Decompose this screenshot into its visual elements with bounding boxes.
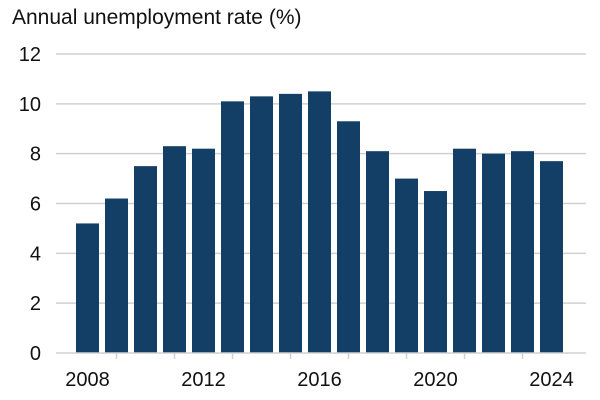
- y-tick-label: 12: [19, 44, 41, 66]
- x-tick-label: 2016: [297, 369, 342, 391]
- bar-2017: [337, 121, 360, 354]
- y-tick-label: 0: [30, 343, 41, 365]
- bar-2015: [279, 93, 302, 353]
- bar-2010: [134, 166, 157, 353]
- y-tick-label: 6: [30, 194, 41, 216]
- x-axis-tick-labels: 2008 2012 2016 2020 2024: [65, 369, 574, 391]
- y-tick-label: 4: [30, 243, 41, 265]
- chart-title: Annual unemployment rate (%): [12, 6, 302, 29]
- bar-2020: [424, 191, 447, 353]
- bar-2024: [540, 161, 563, 353]
- y-tick-label: 2: [30, 293, 41, 315]
- bar-2012: [192, 148, 215, 353]
- y-tick-label: 8: [30, 144, 41, 166]
- bar-2022: [482, 153, 505, 353]
- bars: [76, 91, 563, 354]
- x-tick-label: 2008: [65, 369, 110, 391]
- bar-2019: [395, 178, 418, 353]
- bar-2018: [366, 151, 389, 353]
- bar-2008: [76, 223, 99, 353]
- bar-2009: [105, 198, 128, 353]
- bar-2011: [163, 146, 186, 353]
- x-tick-label: 2020: [413, 369, 458, 391]
- y-tick-label: 10: [19, 94, 41, 116]
- x-tick-label: 2024: [529, 369, 574, 391]
- bar-2023: [511, 151, 534, 353]
- y-axis-tick-labels: 0 2 4 6 8 10 12: [19, 44, 41, 365]
- bar-2014: [250, 96, 273, 353]
- x-tick-label: 2012: [181, 369, 226, 391]
- bar-2016: [308, 91, 331, 353]
- bar-2013: [221, 101, 244, 353]
- bar-2021: [453, 148, 476, 353]
- x-axis: [56, 352, 586, 359]
